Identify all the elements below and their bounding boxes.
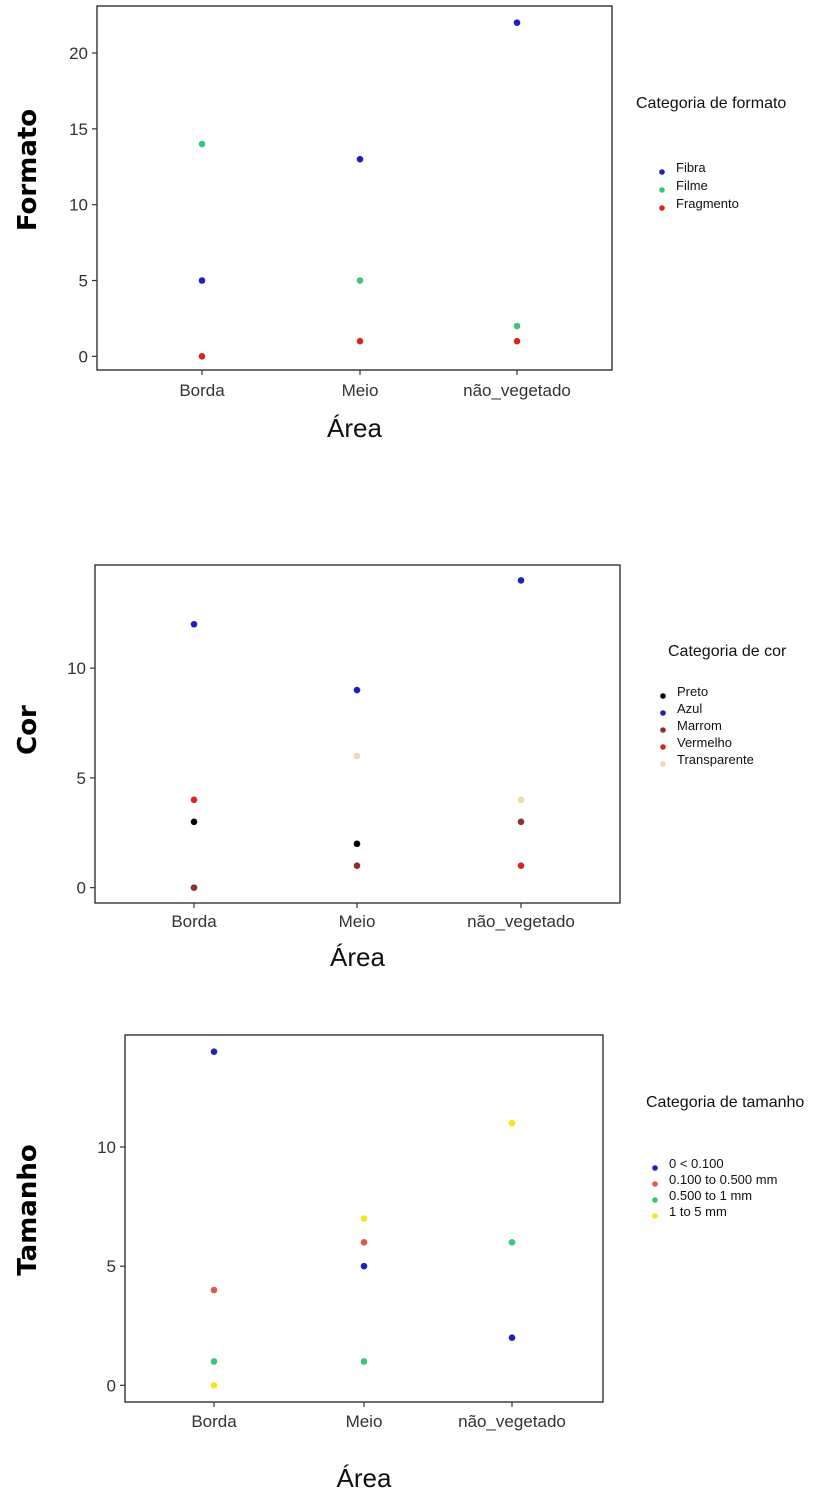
data-point [508,1239,516,1246]
data-point [198,277,206,284]
legend-item: Vermelho [677,735,732,750]
plot-frame [96,5,613,371]
y-axis-label: Cor [13,705,43,755]
data-point [517,862,525,869]
y-tick-label: 10 [97,1138,116,1157]
legend-title: Categoria de cor [668,643,787,660]
legend-marker [652,1165,658,1171]
legend-item: Marrom [677,718,722,733]
legend-item: Transparente [677,752,754,767]
legend-marker [660,693,666,699]
legend-marker [652,1181,658,1187]
legend-item: Preto [677,684,708,699]
data-point [353,686,361,694]
data-point [356,337,364,345]
legend-item: 0.100 to 0.500 mm [669,1172,777,1187]
legend-item: Fragmento [676,196,739,211]
legend-marker [660,710,666,716]
data-point [210,1286,218,1294]
legend-marker [659,205,665,211]
x-axis-label: Área [330,942,385,972]
x-tick-label: Meio [342,381,379,400]
y-tick-label: 5 [107,1257,116,1276]
legend-title: Categoria de formato [636,95,786,112]
data-point [190,796,198,804]
x-tick-label: não_vegetado [467,912,575,931]
data-point [508,1119,516,1127]
data-point [353,752,361,760]
y-tick-label: 20 [69,44,88,63]
y-tick-label: 5 [79,272,88,291]
data-point [356,277,364,284]
data-point [513,19,521,26]
data-point [198,353,206,360]
y-axis-label: Tamanho [13,1144,43,1275]
legend-item: Azul [677,701,702,716]
data-point [360,1262,368,1270]
data-point [517,577,525,584]
plot-frame [94,564,621,904]
data-point [353,862,361,869]
legend-item: 1 to 5 mm [669,1204,727,1219]
chart-panel-2: 0 5 10 Borda Meio não_vegetado Área Cor Categori… [13,564,787,972]
legend-marker [660,761,666,767]
legend-marker [660,744,666,750]
legend-title: Categoria de tamanho [646,1094,804,1111]
x-tick-label: Meio [339,912,376,931]
legend-item: 0.500 to 1 mm [669,1188,752,1203]
legend: Categoria de cor Preto Azul Marrom Vermelho T… [660,643,787,767]
y-axis-label: Formato [13,109,43,231]
data-point [198,140,206,148]
y-tick-label: 10 [69,196,88,215]
data-point [360,1215,368,1222]
legend-marker [659,187,665,193]
data-point [513,337,521,345]
y-tick-label: 0 [77,879,86,898]
y-tick-label: 0 [79,347,88,366]
legend-item: Filme [676,178,708,193]
legend-marker [660,727,666,733]
x-tick-label: Borda [171,912,217,931]
legend-marker [652,1197,658,1203]
legend-item: Fibra [676,160,706,175]
legend: Categoria de formato Fibra Filme Fragmento [636,95,786,211]
data-point [210,1358,218,1365]
x-tick-label: Borda [179,381,225,400]
y-tick-label: 5 [77,769,86,788]
data-point [513,322,521,330]
x-axis-label: Área [337,1463,392,1492]
y-tick-label: 0 [107,1376,116,1395]
data-point [360,1239,368,1246]
data-point [517,796,525,804]
x-tick-label: Meio [346,1412,383,1431]
legend-marker [659,169,665,175]
x-axis-label: Área [327,413,382,443]
data-point [190,620,198,628]
data-point [356,155,364,163]
x-tick-label: Borda [191,1412,237,1431]
x-tick-label: não_vegetado [463,381,571,400]
data-point [353,840,361,848]
chart-panel-1: 0 5 10 15 20 Borda Meio não_vegetado Área Formato… [13,5,786,443]
data-point [210,1382,218,1389]
data-point [508,1334,516,1341]
legend-item: 0 < 0.100 [669,1156,724,1171]
data-point [360,1358,368,1365]
y-tick-label: 10 [67,659,86,678]
data-point [517,818,525,826]
x-tick-label: não_vegetado [458,1412,566,1431]
data-point [190,818,198,826]
legend-marker [652,1213,658,1219]
data-point [190,884,198,891]
chart-panel-3: 0 5 10 Borda Meio não_vegetado Área Tamanho Cate… [13,1034,804,1492]
y-tick-label: 15 [69,120,88,139]
data-point [210,1048,218,1055]
